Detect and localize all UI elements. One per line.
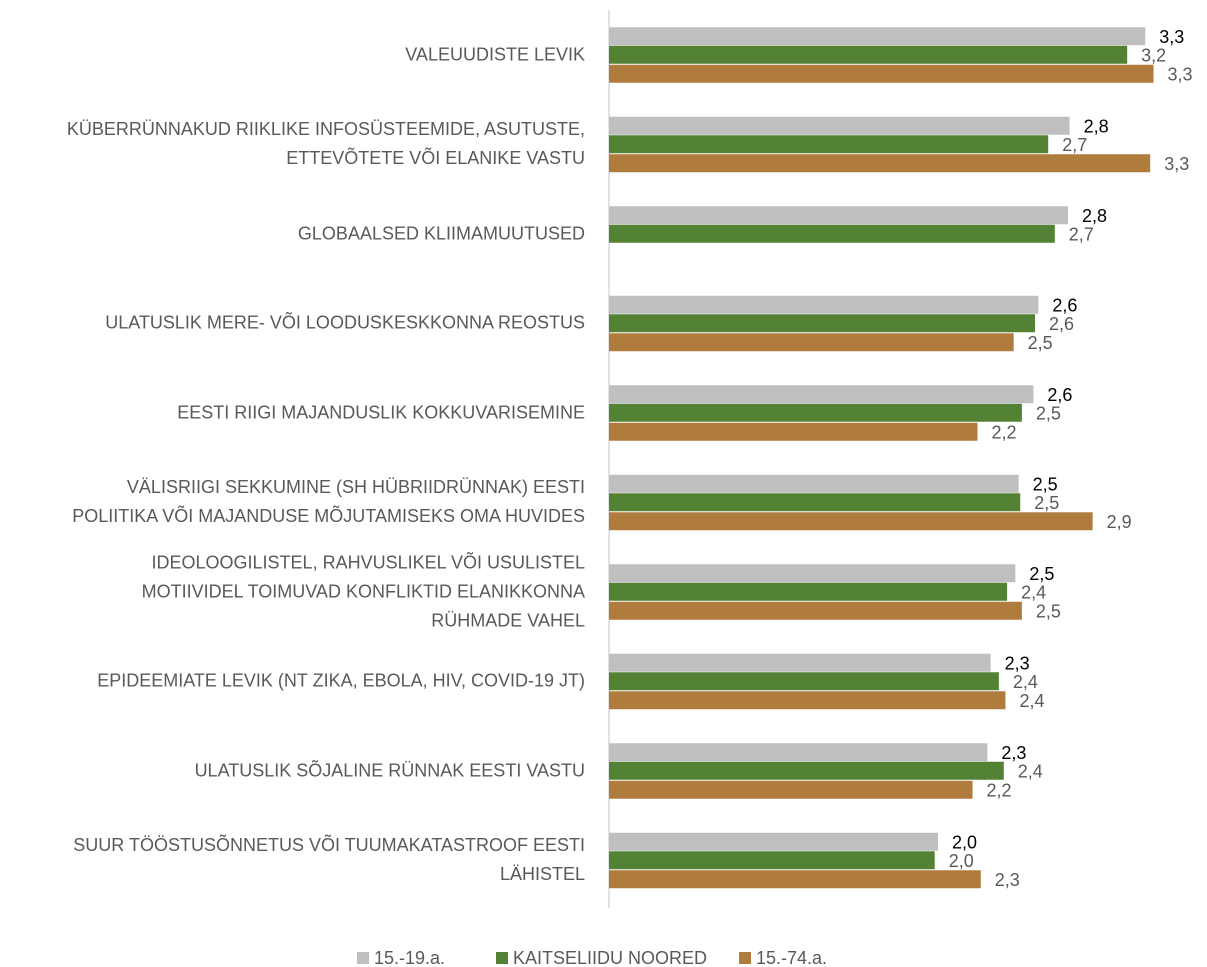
value-label: 3,3: [1159, 27, 1184, 47]
value-label: 2,5: [1029, 564, 1054, 584]
bar: [609, 582, 1008, 601]
bar: [609, 743, 988, 762]
bar: [609, 653, 991, 672]
category-label: GLOBAALSED KLIIMAMUUTUSED: [297, 223, 585, 244]
bar: [609, 474, 1019, 493]
value-label: 3,2: [1141, 46, 1166, 66]
value-label: 2,7: [1062, 135, 1087, 155]
value-label: 3,3: [1167, 65, 1192, 85]
bar: [609, 64, 1154, 83]
value-label: 2,2: [991, 423, 1016, 443]
bar: [609, 403, 1022, 422]
bar: [609, 116, 1070, 135]
category-label: EPIDEEMIATE LEVIK (NT ZIKA, EBOLA, HIV, …: [97, 670, 585, 691]
bar: [609, 672, 999, 691]
value-label: 2,5: [1033, 475, 1058, 495]
value-label: 2,3: [995, 870, 1020, 890]
category-label: ULATUSLIK MERE- VÕI LOODUSKESKKONNA REOS…: [105, 312, 585, 333]
value-label: 2,4: [1018, 762, 1043, 782]
category-label: IDEOLOOGILISTEL, RAHVUSLIKEL VÕI USULIST…: [141, 552, 585, 631]
legend-label: 15.-74.a.: [756, 948, 827, 967]
value-label: 2,4: [1013, 672, 1038, 692]
legend-label: KAITSELIIDU NOORED: [513, 948, 707, 967]
category-label: SUUR TÖÖSTUSÕNNETUS VÕI TUUMAKATASTROOF …: [73, 835, 585, 885]
bar: [609, 135, 1049, 154]
bar: [609, 761, 1004, 780]
value-label: 2,7: [1069, 225, 1094, 245]
value-label: 2,8: [1084, 117, 1109, 137]
bar: [609, 780, 973, 799]
bar: [609, 314, 1036, 333]
bar: [609, 691, 1006, 710]
value-label: 2,0: [952, 833, 977, 853]
category-label: VALEUUDISTE LEVIK: [405, 44, 585, 65]
category-label: ULATUSLIK SÕJALINE RÜNNAK EESTI VASTU: [194, 760, 585, 781]
legend-swatch: [739, 952, 751, 964]
bar: [609, 154, 1151, 173]
bar: [609, 422, 978, 441]
bar: [609, 493, 1021, 512]
category-label: KÜBERRÜNNAKUD RIIKLIKE INFOSÜSTEEMIDE, A…: [66, 119, 585, 169]
value-label: 2,5: [1036, 404, 1061, 424]
bar: [609, 206, 1068, 225]
bar: [609, 564, 1016, 583]
bar: [609, 27, 1146, 46]
value-label: 3,3: [1164, 154, 1189, 174]
legend-swatch: [357, 952, 369, 964]
bar: [609, 512, 1093, 531]
bar: [609, 870, 981, 889]
bar: [609, 333, 1014, 352]
value-label: 2,8: [1082, 206, 1107, 226]
value-label: 2,4: [1019, 691, 1044, 711]
bar: [609, 851, 935, 870]
value-label: 2,6: [1052, 296, 1077, 316]
category-label: VÄLISRIIGI SEKKUMINE (SH HÜBRIIDRÜNNAK) …: [72, 477, 585, 527]
value-label: 2,5: [1034, 493, 1059, 513]
bar: [609, 832, 938, 851]
bar: [609, 45, 1128, 64]
bar: [609, 601, 1022, 620]
value-label: 2,5: [1036, 602, 1061, 622]
value-label: 2,9: [1107, 512, 1132, 532]
legend-label: 15.-19.a.: [374, 948, 445, 967]
value-label: 2,2: [987, 781, 1012, 801]
value-label: 2,0: [949, 851, 974, 871]
value-label: 2,6: [1049, 314, 1074, 334]
category-label: EESTI RIIGI MAJANDUSLIK KOKKUVARISEMINE: [177, 402, 585, 423]
bar: [609, 295, 1039, 314]
legend-swatch: [496, 952, 508, 964]
bar: [609, 224, 1055, 243]
value-label: 2,5: [1028, 333, 1053, 353]
bar: [609, 385, 1034, 404]
value-label: 2,4: [1021, 583, 1046, 603]
value-label: 2,3: [1001, 743, 1026, 763]
value-label: 2,6: [1047, 385, 1072, 405]
value-label: 2,3: [1005, 654, 1030, 674]
